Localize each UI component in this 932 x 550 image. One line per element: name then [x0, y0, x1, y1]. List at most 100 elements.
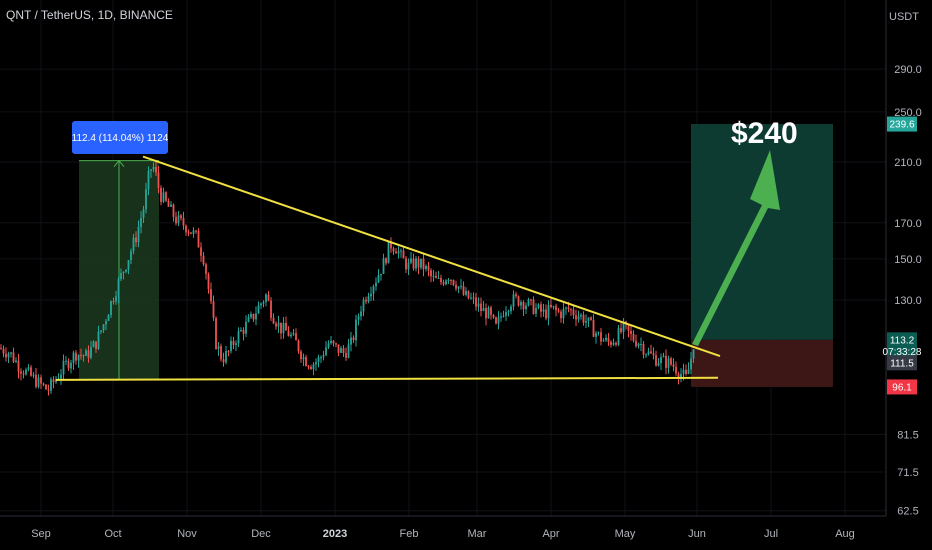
candle-body [662, 355, 665, 358]
candle-body [457, 286, 460, 289]
price-badge-label: 113.2 [890, 335, 915, 346]
candle-body [302, 357, 305, 360]
candle-body [597, 332, 600, 334]
candle-body [405, 258, 407, 270]
candle-body [355, 319, 357, 341]
candle-body [517, 296, 520, 306]
price-tick-label: 130.0 [894, 295, 922, 307]
candle-body [660, 357, 662, 364]
candle-body [335, 343, 337, 345]
candle-body [240, 329, 242, 332]
candle-body [652, 353, 655, 356]
price-tick-label: 290.0 [894, 64, 922, 76]
candle-body [412, 258, 415, 269]
candle-body [107, 315, 110, 322]
candle-body [692, 349, 695, 359]
candle-body [87, 350, 90, 358]
candle-body [150, 169, 152, 171]
candle-body [482, 308, 485, 312]
candle-body [487, 307, 490, 319]
price-badge: 111.5 [887, 355, 917, 371]
candle-body [430, 270, 432, 277]
candle-body [470, 297, 472, 299]
candle-body [310, 366, 312, 370]
candle-body [82, 355, 85, 357]
candle-body [542, 309, 545, 312]
candle-body [252, 313, 255, 320]
candle-body [537, 304, 540, 308]
candle-body [185, 225, 187, 233]
candle-body [510, 306, 512, 312]
candle-body [552, 306, 555, 308]
candle-body [630, 330, 632, 334]
price-tick-label: 150.0 [894, 254, 922, 266]
time-axis[interactable]: Sep Oct Nov Dec 2023 Feb Mar Apr May Jun Jul Aug [0, 515, 886, 540]
price-badge-label: 96.1 [892, 382, 912, 393]
candle-body [352, 337, 355, 341]
candle-body [212, 301, 215, 318]
candle-body [5, 353, 7, 358]
symbol-title: QNT / TetherUS, 1D, BINANCE [6, 8, 173, 22]
candle-body [242, 329, 245, 334]
target-arrow [692, 150, 780, 346]
candle-body [610, 341, 612, 345]
candle-body [315, 362, 317, 365]
candle-body [280, 322, 282, 334]
candle-body [685, 369, 687, 375]
candle-body [152, 166, 155, 170]
price-axis[interactable]: USDT 290.0 250.0 210.0 170.0 150.0 130.0 81.5 71… [883, 0, 922, 518]
candle-body [555, 306, 557, 311]
candle-body [407, 262, 410, 270]
candle-body [490, 307, 492, 315]
price-tick-label: 81.5 [897, 429, 918, 441]
candle-body [235, 343, 237, 345]
candle-body [640, 343, 642, 345]
candle-body [385, 258, 387, 264]
candle-body [270, 300, 272, 318]
candle-body [387, 241, 390, 264]
candle-body [635, 340, 637, 347]
candle-body [350, 337, 352, 345]
candle-body [167, 200, 170, 207]
candle-body [492, 314, 495, 318]
candle-body [42, 383, 45, 385]
candle-body [530, 299, 532, 301]
candle-body [520, 302, 522, 306]
candle-body [75, 352, 77, 361]
candle-body [502, 316, 505, 318]
candle-body [557, 310, 560, 312]
time-tick-label: Apr [542, 528, 559, 540]
candle-body [642, 343, 645, 355]
candle-body [357, 316, 360, 320]
candle-body [425, 265, 427, 270]
candle-body [117, 279, 120, 297]
candle-body [130, 251, 132, 261]
candle-body [27, 367, 30, 370]
candle-body [165, 192, 167, 201]
target-zone [691, 124, 833, 387]
price-badge-label: 07:33:28 [883, 347, 922, 358]
candle-body [0, 348, 2, 350]
candle-body [370, 293, 372, 297]
candle-body [402, 250, 405, 259]
candle-body [145, 189, 147, 210]
candle-body [205, 264, 207, 275]
trendlines[interactable] [55, 155, 721, 381]
candle-body [37, 377, 40, 387]
candle-body [12, 352, 15, 362]
candle-body [217, 346, 220, 349]
candle-body [300, 351, 302, 360]
candle-body [137, 226, 140, 243]
candle-body [545, 309, 547, 319]
candle-body [267, 294, 270, 301]
candle-body [460, 285, 462, 287]
price-badge: 96.1 [887, 379, 917, 395]
candle-body [532, 299, 535, 314]
price-badge: 07:33:28 [883, 343, 922, 359]
candle-body [600, 332, 602, 342]
candle-body [440, 277, 442, 283]
candle-body [155, 166, 157, 173]
candle-body [125, 269, 127, 272]
measure-label-box [72, 121, 168, 154]
